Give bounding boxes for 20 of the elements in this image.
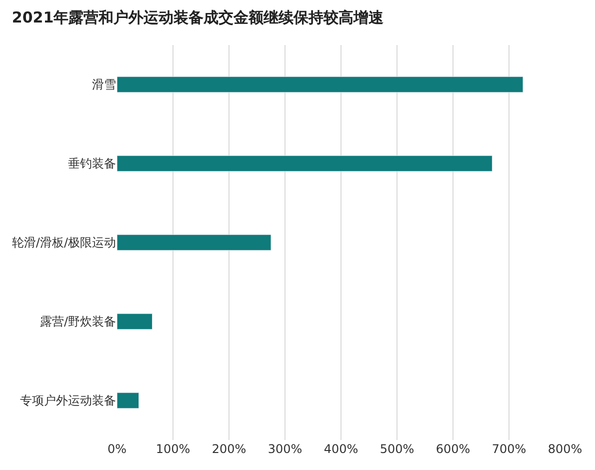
x-tick-label: 100% [156, 442, 190, 456]
x-tick-label: 400% [324, 442, 358, 456]
x-tick-label: 500% [380, 442, 414, 456]
y-tick-label: 露营/野炊装备 [40, 314, 116, 329]
bar [117, 155, 492, 172]
x-tick-label: 200% [212, 442, 246, 456]
bar [117, 234, 272, 251]
x-tick-label: 600% [436, 442, 470, 456]
bar [117, 313, 153, 330]
bar [117, 392, 140, 409]
chart-title: 2021年露营和户外运动装备成交金额继续保持较高增速 [12, 8, 385, 26]
y-tick-label: 专项户外运动装备 [20, 394, 116, 408]
x-tick-label: 800% [548, 442, 582, 456]
x-tick-label: 0% [107, 442, 127, 456]
y-tick-label: 轮滑/滑板/极限运动 [12, 236, 116, 250]
bar [117, 76, 524, 93]
x-tick-label: 700% [492, 442, 526, 456]
x-tick-label: 300% [268, 442, 302, 456]
y-tick-label: 滑雪 [92, 78, 116, 92]
y-tick-label: 垂钓装备 [68, 156, 116, 171]
